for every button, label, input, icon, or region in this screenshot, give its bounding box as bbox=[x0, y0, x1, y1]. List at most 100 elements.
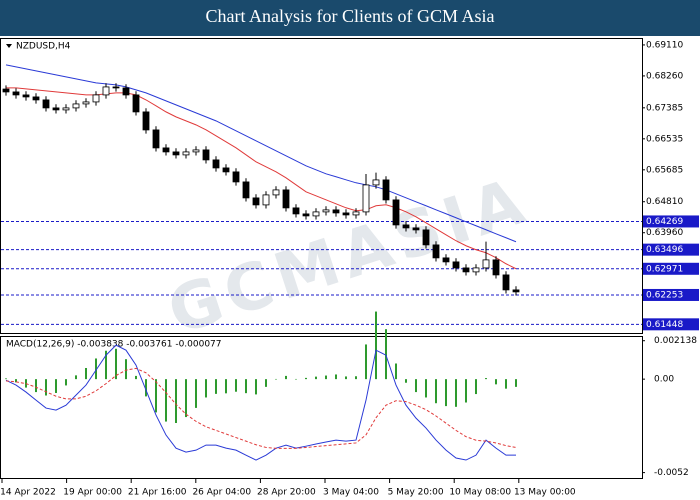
candle-body bbox=[462, 267, 470, 273]
candle-body bbox=[502, 274, 510, 291]
level-box bbox=[643, 215, 699, 228]
histogram-bar bbox=[365, 344, 367, 380]
level-label: 0.64269 bbox=[646, 217, 683, 227]
histogram-bar bbox=[475, 379, 477, 395]
histogram-bar bbox=[485, 378, 487, 380]
y-tick-label: 0.69110 bbox=[646, 40, 683, 50]
candle-body bbox=[352, 211, 360, 216]
histogram-bar bbox=[385, 329, 387, 380]
histogram-bar bbox=[115, 348, 117, 380]
histogram-bar bbox=[85, 367, 87, 380]
x-tick-label: 21 Apr 16:00 bbox=[128, 488, 187, 498]
signal-line bbox=[5, 367, 517, 449]
candle-body bbox=[182, 151, 190, 156]
candle-body bbox=[62, 107, 70, 111]
candle-body bbox=[152, 129, 160, 149]
candle-body bbox=[102, 86, 110, 96]
candle-body bbox=[412, 227, 420, 231]
chart-title: Chart Analysis for Clients of GCM Asia bbox=[206, 6, 495, 26]
level-label: 0.62971 bbox=[646, 264, 683, 274]
candle-body bbox=[232, 171, 240, 183]
y-tick-label: 0.00 bbox=[654, 375, 674, 385]
candle-body bbox=[472, 267, 480, 273]
y-tick-label: 0.63960 bbox=[646, 228, 683, 238]
y-tick-label: 0.64810 bbox=[646, 197, 683, 207]
histogram-bar bbox=[245, 379, 247, 394]
macd-line bbox=[5, 344, 516, 461]
candle-body bbox=[132, 94, 140, 113]
histogram-bar bbox=[5, 378, 7, 380]
histogram-bar bbox=[355, 376, 357, 380]
histogram-bar bbox=[145, 379, 147, 397]
candle-body bbox=[142, 111, 150, 131]
histogram-bar bbox=[325, 375, 327, 380]
candle-body bbox=[222, 167, 230, 173]
histogram-bar bbox=[125, 359, 127, 380]
candle-body bbox=[32, 96, 40, 101]
candle-body bbox=[382, 179, 390, 201]
moving-average bbox=[5, 64, 517, 243]
x-tick-label: 14 Apr 2022 bbox=[0, 488, 56, 498]
histogram-bar bbox=[435, 379, 437, 404]
x-tick-label: 3 May 04:00 bbox=[323, 488, 379, 498]
histogram-bar bbox=[445, 379, 447, 407]
candle-body bbox=[322, 209, 330, 213]
histogram-bar bbox=[205, 379, 207, 398]
histogram-bar bbox=[15, 379, 17, 383]
histogram-bar bbox=[335, 374, 337, 380]
histogram-bar bbox=[255, 379, 257, 395]
histogram-bar bbox=[285, 375, 287, 380]
candle-body bbox=[512, 289, 520, 293]
title-bar bbox=[0, 0, 700, 36]
histogram-bar bbox=[395, 363, 397, 380]
candle-body bbox=[202, 149, 210, 161]
candle-body bbox=[92, 94, 100, 103]
candle-body bbox=[452, 261, 460, 269]
watermark: GCMASIA bbox=[160, 164, 539, 350]
histogram-bar bbox=[215, 379, 217, 394]
candle-body bbox=[312, 211, 320, 217]
x-tick-label: 26 Apr 04:00 bbox=[192, 488, 251, 498]
candle-body bbox=[252, 197, 260, 206]
candle-body bbox=[22, 94, 30, 98]
macd-panel bbox=[0, 336, 643, 479]
histogram-bar bbox=[65, 379, 67, 386]
x-tick-label: 13 May 00:00 bbox=[514, 488, 576, 498]
candle-body bbox=[72, 103, 80, 109]
candle-body bbox=[212, 159, 220, 169]
moving-average bbox=[6, 87, 517, 270]
candle-body bbox=[292, 207, 300, 215]
histogram-bar bbox=[235, 379, 237, 392]
level-box bbox=[643, 262, 699, 275]
histogram-bar bbox=[295, 378, 297, 380]
x-tick-label: 19 Apr 00:00 bbox=[63, 488, 122, 498]
histogram-bar bbox=[195, 379, 197, 408]
candle-body bbox=[422, 229, 430, 246]
candle-body bbox=[432, 244, 440, 259]
candle-body bbox=[12, 91, 20, 96]
histogram-bar bbox=[415, 379, 417, 393]
histogram-bar bbox=[455, 379, 457, 407]
histogram-bar bbox=[95, 358, 97, 380]
histogram-bar bbox=[375, 311, 377, 380]
x-tick-label: 28 Apr 20:00 bbox=[257, 488, 316, 498]
histogram-bar bbox=[275, 378, 277, 380]
candle-body bbox=[42, 99, 50, 109]
histogram-bar bbox=[105, 350, 107, 380]
level-box bbox=[643, 243, 699, 256]
candle-body bbox=[332, 209, 340, 214]
histogram-bar bbox=[305, 377, 307, 380]
candle-body bbox=[82, 101, 90, 105]
candle-body bbox=[442, 257, 450, 263]
histogram-bar bbox=[75, 375, 77, 380]
candle-body bbox=[342, 212, 350, 216]
candle-body bbox=[242, 181, 250, 199]
macd-label: MACD(12,26,9) -0.003838 -0.003761 -0.000… bbox=[6, 340, 222, 350]
level-box bbox=[643, 288, 699, 301]
y-tick-label: 0.66535 bbox=[646, 134, 683, 144]
histogram-bar bbox=[505, 379, 507, 389]
level-label: 0.63496 bbox=[646, 245, 683, 255]
histogram-bar bbox=[225, 379, 227, 394]
candle-body bbox=[402, 224, 410, 229]
